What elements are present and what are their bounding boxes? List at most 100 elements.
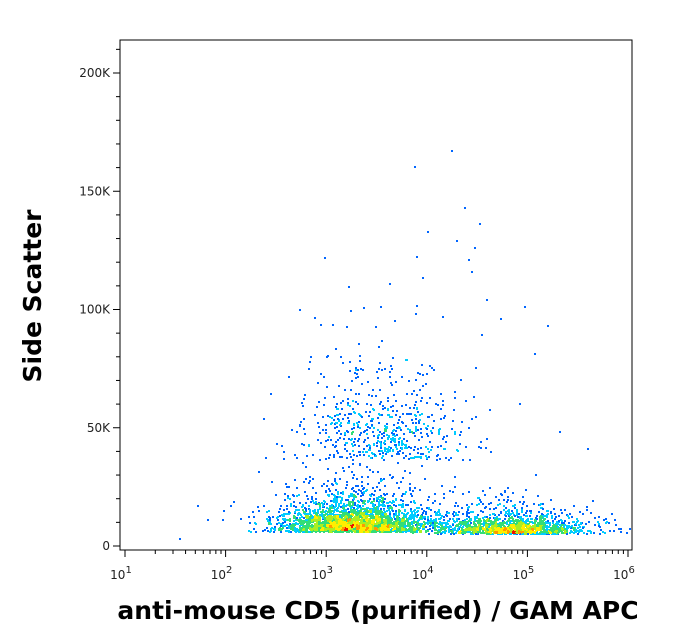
event-dot — [587, 448, 589, 450]
event-dot — [524, 531, 526, 533]
event-dot — [395, 430, 397, 432]
event-dot — [390, 524, 392, 526]
event-dot — [475, 533, 477, 535]
event-dot — [384, 511, 386, 513]
event-dot — [351, 506, 353, 508]
event-dot — [338, 496, 340, 498]
event-dot — [294, 479, 296, 481]
event-dot — [559, 528, 561, 530]
event-dot — [547, 325, 549, 327]
event-dot — [331, 510, 333, 512]
event-dot — [449, 518, 451, 520]
event-dot — [426, 507, 428, 509]
event-dot — [416, 525, 418, 527]
event-dot — [468, 506, 470, 508]
event-dot — [334, 515, 336, 517]
event-dot — [380, 306, 382, 308]
event-dot — [320, 511, 322, 513]
event-dot — [579, 526, 581, 528]
event-dot — [569, 532, 571, 534]
event-dot — [338, 385, 340, 387]
event-dot — [427, 435, 429, 437]
event-dot — [538, 511, 540, 513]
event-dot — [403, 513, 405, 515]
event-dot — [393, 424, 395, 426]
event-dot — [359, 454, 361, 456]
event-dot — [357, 369, 359, 371]
event-dot — [409, 472, 411, 474]
event-dot — [331, 516, 333, 518]
event-dot — [439, 503, 441, 505]
event-dot — [445, 525, 447, 527]
event-dot — [343, 505, 345, 507]
event-dot — [337, 517, 339, 519]
event-dot — [455, 532, 457, 534]
event-dot — [363, 441, 365, 443]
event-dot — [340, 422, 342, 424]
event-dot — [404, 470, 406, 472]
event-dot — [370, 513, 372, 515]
event-dot — [490, 451, 492, 453]
event-dot — [286, 513, 288, 515]
event-dot — [434, 493, 436, 495]
event-dot — [359, 516, 361, 518]
event-dot — [336, 450, 338, 452]
event-dot — [420, 447, 422, 449]
event-dot — [263, 418, 265, 420]
event-dot — [428, 533, 430, 535]
event-dot — [338, 505, 340, 507]
event-dot — [395, 446, 397, 448]
event-dot — [437, 531, 439, 533]
event-dot — [476, 520, 478, 522]
event-dot — [308, 482, 310, 484]
event-dot — [322, 509, 324, 511]
event-dot — [310, 356, 312, 358]
event-dot — [358, 526, 360, 528]
event-dot — [448, 459, 450, 461]
event-dot — [578, 524, 580, 526]
event-dot — [368, 444, 370, 446]
event-dot — [362, 451, 364, 453]
event-dot — [613, 530, 615, 532]
event-dot — [516, 511, 518, 513]
event-dot — [443, 528, 445, 530]
event-dot — [329, 454, 331, 456]
event-dot — [377, 498, 379, 500]
event-dot — [467, 531, 469, 533]
event-dot — [292, 494, 294, 496]
event-dot — [413, 432, 415, 434]
event-dot — [293, 505, 295, 507]
event-dot — [453, 520, 455, 522]
event-dot — [429, 365, 431, 367]
event-dot — [481, 334, 483, 336]
event-dot — [363, 307, 365, 309]
event-dot — [521, 527, 523, 529]
event-dot — [392, 450, 394, 452]
event-dot — [384, 447, 386, 449]
event-dot — [414, 487, 416, 489]
event-dot — [382, 455, 384, 457]
event-dot — [362, 505, 364, 507]
event-dot — [389, 449, 391, 451]
event-dot — [312, 487, 314, 489]
event-dot — [373, 444, 375, 446]
event-dot — [325, 490, 327, 492]
event-dot — [405, 455, 407, 457]
event-dot — [318, 426, 320, 428]
event-dot — [302, 529, 304, 531]
event-dot — [414, 414, 416, 416]
event-dot — [493, 508, 495, 510]
event-dot — [447, 526, 449, 528]
event-dot — [378, 504, 380, 506]
event-dot — [425, 530, 427, 532]
event-dot — [285, 519, 287, 521]
event-dot — [512, 512, 514, 514]
event-dot — [351, 428, 353, 430]
event-dot — [284, 525, 286, 527]
event-dot — [336, 403, 338, 405]
event-dot — [446, 515, 448, 517]
event-dot — [557, 528, 559, 530]
event-dot — [397, 451, 399, 453]
event-dot — [349, 405, 351, 407]
event-dot — [549, 524, 551, 526]
